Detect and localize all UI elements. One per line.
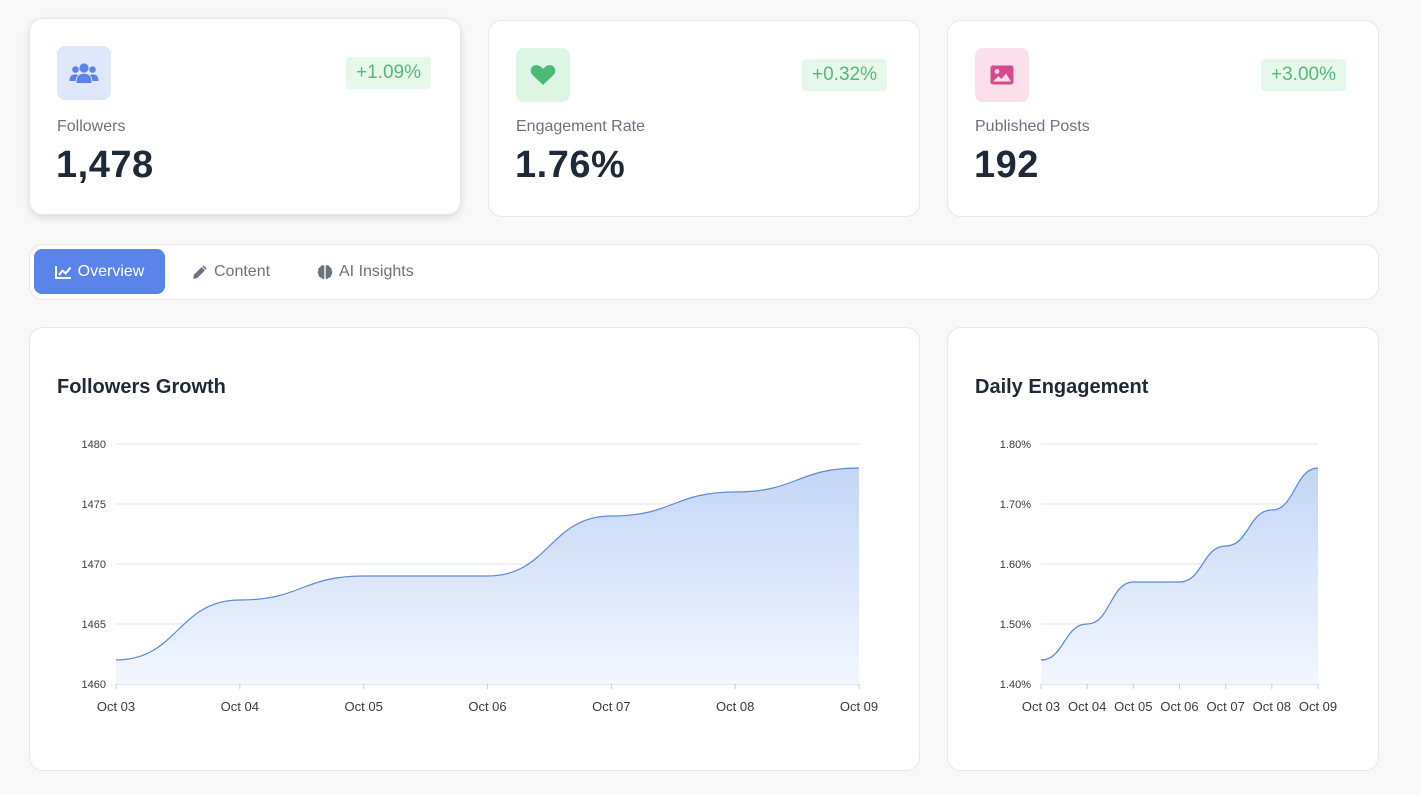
series-line xyxy=(1040,467,1319,661)
x-tick-label: Oct 04 xyxy=(221,699,259,714)
area-fill xyxy=(1041,468,1318,684)
y-tick-label: 1.60% xyxy=(1000,559,1031,571)
data-point xyxy=(238,598,242,602)
series-line xyxy=(115,467,860,661)
y-tick-label: 1470 xyxy=(82,559,106,571)
data-point xyxy=(362,574,366,578)
y-tick-label: 1.80% xyxy=(1000,439,1031,451)
x-tick-label: Oct 06 xyxy=(1160,699,1198,714)
chart-title: Daily Engagement xyxy=(975,376,1149,398)
stat-card-published-posts: +3.00% Published Posts 192 xyxy=(947,20,1379,217)
change-badge: +0.32% xyxy=(802,59,887,91)
data-point xyxy=(1131,580,1135,584)
followers-growth-chart: 1460 1465 1470 1475 1480 Oct 03 Oct 04 Oct 05 Oc… xyxy=(82,439,879,714)
tab-ai-insights[interactable]: AI Insights xyxy=(317,249,437,294)
y-tick-label: 1.70% xyxy=(1000,499,1031,511)
followers-growth-card: Followers Growth 1460 1465 1470 1475 1480 Oct… xyxy=(29,327,920,771)
data-point xyxy=(1316,466,1320,470)
x-tick-label: Oct 03 xyxy=(97,699,135,714)
data-point xyxy=(114,658,118,662)
x-tick-label: Oct 07 xyxy=(592,699,630,714)
data-point xyxy=(1224,544,1228,548)
y-tick-label: 1475 xyxy=(82,499,106,511)
change-badge: +3.00% xyxy=(1261,59,1346,91)
x-tick-label: Oct 07 xyxy=(1207,699,1245,714)
x-tick-label: Oct 09 xyxy=(840,699,878,714)
tab-label: AI Insights xyxy=(339,262,414,280)
data-point xyxy=(1270,508,1274,512)
pencil-icon xyxy=(193,264,207,279)
data-point xyxy=(1085,622,1089,626)
stat-card-engagement-rate: +0.32% Engagement Rate 1.76% xyxy=(488,20,920,217)
stat-label: Published Posts xyxy=(975,118,1090,135)
x-tick-label: Oct 03 xyxy=(1022,699,1060,714)
users-icon xyxy=(57,46,111,100)
x-tick-label: Oct 09 xyxy=(1299,699,1337,714)
change-badge: +1.09% xyxy=(346,57,431,89)
stat-label: Followers xyxy=(57,118,126,135)
chart-line-icon xyxy=(54,265,71,279)
daily-engagement-chart: 1.40% 1.50% 1.60% 1.70% 1.80% Oct 03 Oct 04 Oct… xyxy=(1000,439,1337,714)
tab-label: Overview xyxy=(77,262,145,280)
tab-bar: Overview Content AI Insights xyxy=(29,244,1379,300)
tab-content[interactable]: Content xyxy=(192,249,292,294)
tab-overview[interactable]: Overview xyxy=(34,249,165,294)
stat-card-followers: +1.09% Followers 1,478 xyxy=(29,18,461,215)
brain-icon xyxy=(317,264,333,279)
image-icon xyxy=(975,48,1029,102)
tab-label: Content xyxy=(214,262,271,280)
y-tick-label: 1460 xyxy=(82,679,106,691)
data-point xyxy=(486,574,490,578)
stat-value: 1,478 xyxy=(56,144,154,186)
y-tick-label: 1.50% xyxy=(1000,619,1031,631)
stat-label: Engagement Rate xyxy=(516,118,645,135)
daily-engagement-card: Daily Engagement 1.40% 1.50% 1.60% 1.70% 1.8… xyxy=(947,327,1379,771)
x-tick-label: Oct 06 xyxy=(468,699,506,714)
data-point xyxy=(857,466,861,470)
y-tick-label: 1480 xyxy=(82,439,106,451)
y-tick-label: 1465 xyxy=(82,619,106,631)
heart-icon xyxy=(516,48,570,102)
data-point xyxy=(733,490,737,494)
x-tick-label: Oct 05 xyxy=(345,699,383,714)
x-tick-label: Oct 08 xyxy=(716,699,754,714)
chart-title: Followers Growth xyxy=(57,376,226,398)
data-point xyxy=(609,514,613,518)
x-tick-label: Oct 04 xyxy=(1068,699,1106,714)
y-tick-label: 1.40% xyxy=(1000,679,1031,691)
data-point xyxy=(1039,658,1043,662)
data-point xyxy=(1178,580,1182,584)
x-tick-label: Oct 08 xyxy=(1253,699,1291,714)
stat-value: 1.76% xyxy=(515,144,626,186)
x-tick-label: Oct 05 xyxy=(1114,699,1152,714)
stat-value: 192 xyxy=(974,144,1039,186)
